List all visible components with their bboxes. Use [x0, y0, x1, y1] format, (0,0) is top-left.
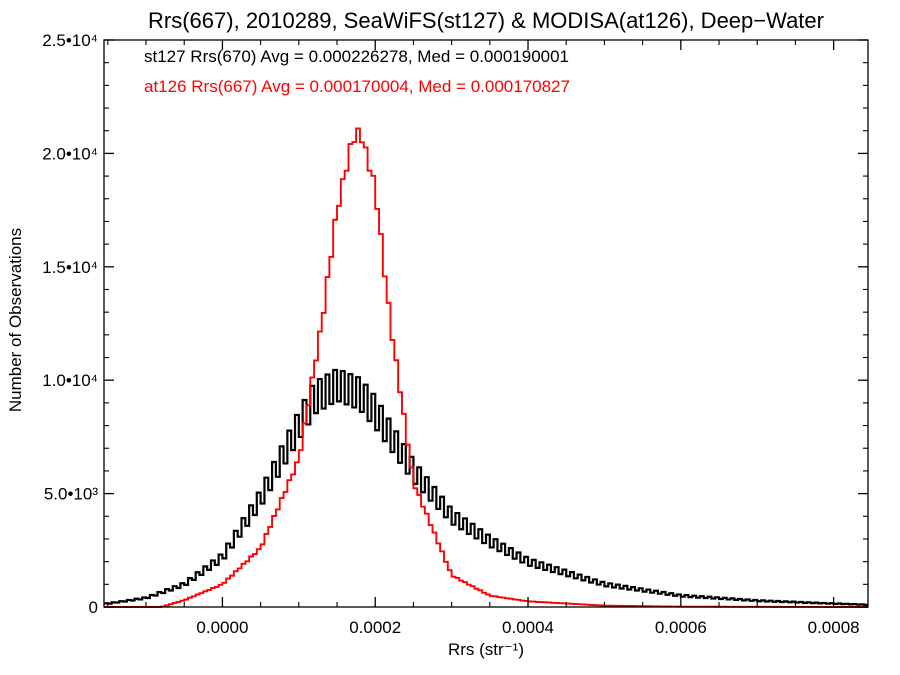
x-tick-label: 0.0000 — [196, 618, 248, 637]
y-axis: 0 5.0•10³ 1.0•10⁴ 1.5•10⁴ 2.0•10⁴ 2.5•10⁴ — [42, 31, 868, 617]
x-axis: 0.0000 0.0002 0.0004 0.0006 0.0008 — [107, 40, 860, 637]
y-tick-label: 2.5•10⁴ — [42, 31, 98, 50]
x-axis-title: Rrs (str⁻¹) — [448, 640, 524, 659]
series-st127-histogram — [104, 368, 868, 606]
y-axis-title: Number of Observations — [6, 228, 25, 412]
annotation-at126-stats: at126 Rrs(667) Avg = 0.000170004, Med = … — [144, 77, 570, 96]
x-tick-label: 0.0008 — [808, 618, 860, 637]
y-tick-label: 1.5•10⁴ — [42, 258, 98, 277]
y-tick-label: 2.0•10⁴ — [42, 144, 98, 163]
plot-frame — [103, 39, 869, 608]
annotation-st127-stats: st127 Rrs(670) Avg = 0.000226278, Med = … — [144, 47, 569, 66]
y-tick-label: 1.0•10⁴ — [42, 371, 98, 390]
x-tick-label: 0.0004 — [502, 618, 554, 637]
y-tick-label: 5.0•10³ — [44, 485, 98, 504]
x-tick-label: 0.0002 — [349, 618, 401, 637]
series-layer — [104, 127, 868, 608]
x-tick-label: 0.0006 — [655, 618, 707, 637]
chart-title: Rrs(667), 2010289, SeaWiFS(st127) & MODI… — [148, 8, 824, 33]
y-tick-label: 0 — [89, 598, 98, 617]
